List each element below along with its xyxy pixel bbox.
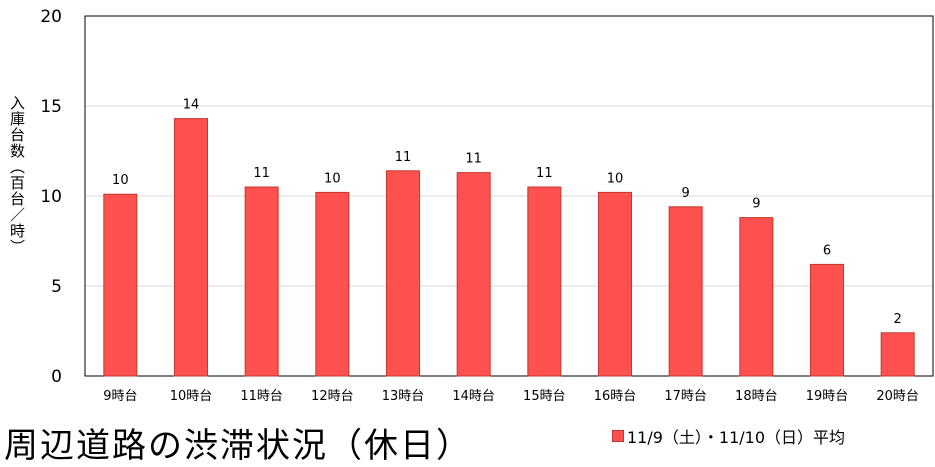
- y-axis-title: 入庫台数（百台／時）: [8, 95, 26, 255]
- bar: [386, 170, 420, 377]
- y-tick-label: 20: [40, 7, 62, 27]
- y-tick-label: 5: [51, 277, 62, 297]
- x-tick-label: 13時台: [382, 389, 425, 404]
- data-label: 10: [607, 171, 624, 186]
- bar: [880, 332, 915, 377]
- bar: [244, 186, 279, 377]
- x-tick-label: 14時台: [452, 389, 495, 404]
- legend-label: 11/9（土）・11/10（日）平均: [627, 428, 846, 447]
- legend-swatch: [612, 430, 624, 442]
- bar: [456, 172, 491, 377]
- data-label: 11: [253, 166, 270, 181]
- bar: [527, 186, 562, 377]
- bottom-title: 周辺道路の渋滞状況（休日）: [4, 426, 472, 466]
- y-tick-label: 0: [51, 367, 62, 387]
- plot-frame: [84, 15, 934, 377]
- bar: [103, 193, 138, 377]
- x-tick-label: 18時台: [735, 389, 778, 404]
- bar: [739, 217, 774, 377]
- data-label: 10: [112, 173, 129, 188]
- data-label: 6: [823, 243, 831, 258]
- data-label: 2: [894, 312, 902, 327]
- x-tick-label: 9時台: [103, 389, 137, 404]
- x-tick-label: 12時台: [311, 389, 354, 404]
- data-label: 14: [183, 98, 200, 113]
- data-label: 10: [324, 171, 341, 186]
- x-tick-label: 16時台: [594, 389, 637, 404]
- bar: [315, 191, 350, 377]
- bar: [174, 118, 208, 377]
- data-label: 11: [536, 166, 553, 181]
- data-label: 11: [395, 150, 412, 165]
- x-tick-label: 20時台: [876, 389, 919, 404]
- data-label: 11: [465, 152, 482, 167]
- bar-chart: 0 5 10 15 20 10 9時台 14 10時台 11 11時台 10 12時台 11 13時台 11 1…: [40, 7, 934, 404]
- x-tick-label: 10時台: [170, 389, 213, 404]
- x-tick-label: 19時台: [806, 389, 849, 404]
- x-tick-label: 15時台: [523, 389, 566, 404]
- bar: [668, 206, 703, 377]
- bar: [810, 263, 844, 377]
- data-label: 9: [752, 197, 760, 212]
- x-tick-label: 17時台: [664, 389, 707, 404]
- x-tick-label: 11時台: [240, 389, 283, 404]
- bar: [598, 191, 632, 377]
- y-tick-label: 10: [40, 187, 62, 207]
- data-label: 9: [682, 186, 690, 201]
- y-tick-label: 15: [40, 97, 62, 117]
- legend: 11/9（土）・11/10（日）平均: [612, 424, 845, 448]
